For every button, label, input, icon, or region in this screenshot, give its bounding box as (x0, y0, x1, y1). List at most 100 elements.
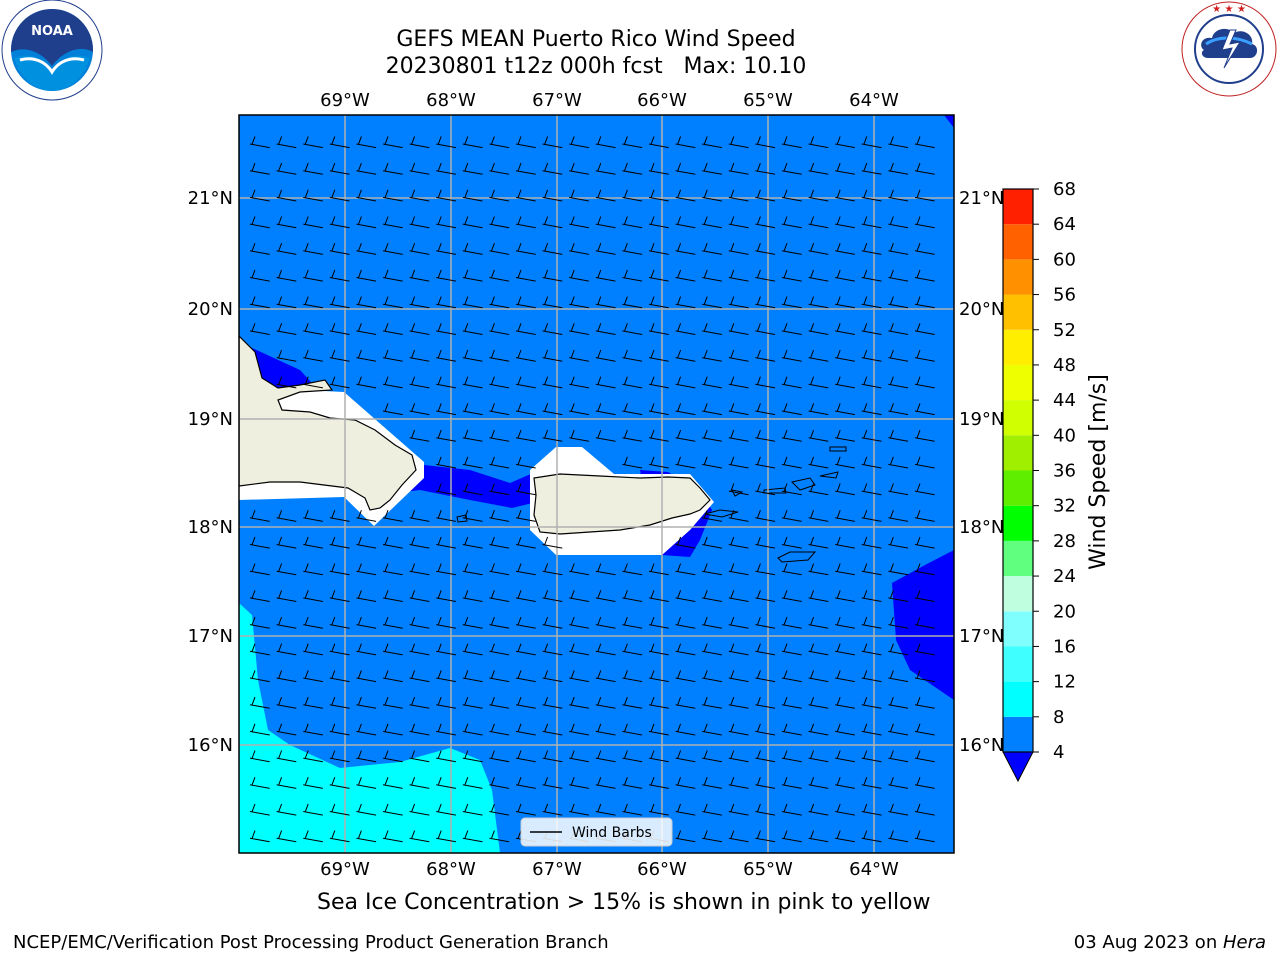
wind-barb (781, 536, 802, 549)
wind-barb (515, 536, 536, 549)
lon-label-top-66w: 66°W (637, 90, 687, 111)
wind-barb (835, 403, 855, 416)
wind-barb (356, 510, 377, 522)
wind-barb (648, 323, 669, 335)
wind-barb (489, 590, 510, 602)
wind-barb (276, 510, 297, 522)
wind-barb (249, 563, 270, 576)
wind-barb (462, 296, 483, 309)
higher-wind-region (239, 603, 500, 853)
wind-barb (861, 323, 882, 335)
wind-barb (888, 830, 909, 843)
wind-barb (436, 483, 456, 496)
wind-barb (835, 162, 855, 175)
wind-barb (648, 136, 669, 149)
wind-barb (356, 136, 377, 149)
wind-barb (276, 590, 297, 602)
wind-barb (622, 189, 643, 202)
wind-barb (755, 616, 776, 629)
wind-barb (755, 563, 776, 576)
wind-barb (755, 269, 776, 282)
wind-barb (436, 189, 456, 202)
wind-barb (409, 536, 430, 549)
wind-barb (409, 777, 430, 789)
wind-barb (702, 349, 722, 362)
colorbar-segment (1003, 189, 1033, 225)
wind-barb (409, 670, 430, 683)
wind-barb (276, 216, 297, 229)
map-subtitle: 20230801 t12z 000h fcst Max: 10.10 (385, 54, 807, 79)
wind-barb (436, 376, 456, 389)
wind-barb (808, 670, 829, 683)
wind-barb (861, 696, 882, 709)
wind-barb (515, 323, 536, 335)
wind-barb (356, 723, 377, 736)
wind-barb (595, 777, 616, 789)
wind-barb (276, 162, 297, 175)
wind-barb (914, 590, 935, 602)
wind-barb (462, 510, 483, 522)
wind-barb (675, 403, 696, 416)
wind-barb (595, 243, 616, 255)
wind-barb (569, 590, 589, 602)
colorbar-segment (1003, 294, 1033, 330)
wind-barb (462, 590, 483, 602)
wind-barb (622, 216, 643, 229)
wind-barb (462, 323, 483, 335)
wind-barb (409, 323, 430, 335)
wind-barb (436, 510, 456, 522)
wind-barb (622, 429, 643, 442)
wind-barb (861, 670, 882, 683)
wind-barb (595, 162, 616, 175)
wind-barb (861, 296, 882, 309)
wind-barb (914, 510, 935, 522)
wind-barb (835, 830, 855, 843)
wind-barb (914, 243, 935, 255)
wind-barb (835, 323, 855, 335)
wind-barb (356, 616, 377, 629)
wind-barb (781, 136, 802, 149)
wind-barb (648, 269, 669, 282)
wind-barb (382, 643, 403, 656)
wind-barb (675, 696, 696, 709)
wind-barb (489, 777, 510, 789)
wind-barb (728, 296, 749, 309)
colorbar-segment (1003, 646, 1033, 682)
wind-barb (914, 777, 935, 789)
legend-label: Wind Barbs (572, 825, 652, 841)
wind-barb (595, 563, 616, 576)
wind-barb (542, 670, 563, 683)
wind-barb (303, 376, 323, 389)
wind-barb (569, 243, 589, 255)
wind-barb (569, 136, 589, 149)
wind-barb (595, 670, 616, 683)
wind-barb (808, 723, 829, 736)
wind-barb (888, 536, 909, 549)
wind-barb (356, 269, 377, 282)
wind-barb (781, 830, 802, 843)
wind-barb (489, 296, 510, 309)
wind-barb (249, 803, 270, 816)
wind-barb (595, 616, 616, 629)
wind-barb (249, 136, 270, 149)
wind-barb (569, 723, 589, 736)
wind-barb (648, 777, 669, 789)
wind-barb (303, 750, 323, 763)
wind-barb (489, 670, 510, 683)
wind-barb (276, 670, 297, 683)
wind-barb (808, 536, 829, 549)
wind-barb (595, 590, 616, 602)
wind-barb (436, 830, 456, 843)
wind-barb (702, 162, 722, 175)
wind-barb (702, 403, 722, 416)
wind-barb (835, 723, 855, 736)
wind-barb (781, 162, 802, 175)
wind-barb (888, 456, 909, 469)
wind-barb (808, 296, 829, 309)
wind-barb (861, 830, 882, 843)
colorbar-segment (1003, 611, 1033, 647)
wind-barb (409, 563, 430, 576)
wind-barb (861, 563, 882, 576)
wind-barb (489, 456, 510, 469)
colorbar-segment (1003, 681, 1033, 717)
